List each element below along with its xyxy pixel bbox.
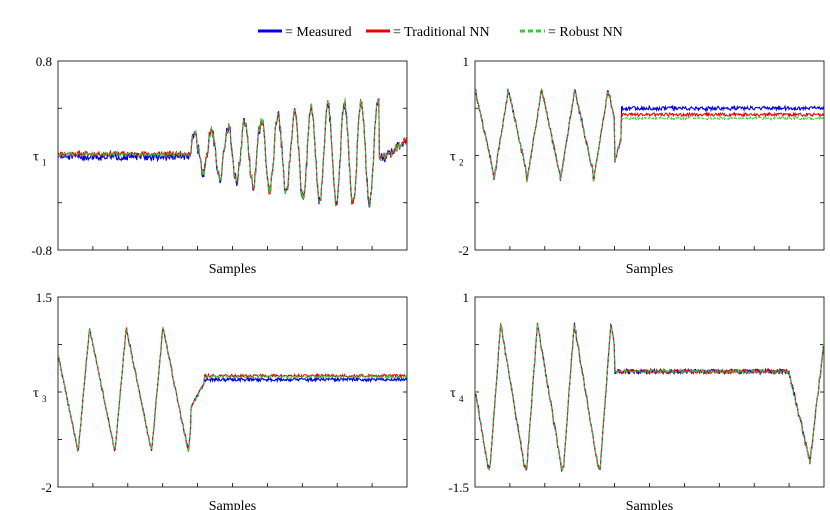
series-robust-line — [475, 323, 824, 471]
series-robust-line — [58, 327, 407, 453]
series-measured-line — [58, 326, 407, 452]
y-tick-label-top: 1 — [463, 54, 470, 69]
axes-frame — [57, 296, 408, 488]
y-axis-label-subscript: 2 — [459, 158, 464, 168]
x-axis-label: Samples — [209, 499, 256, 510]
y-tick-label-bottom: -2 — [41, 480, 52, 495]
y-axis-label-subscript: 4 — [459, 394, 464, 404]
series-measured-line — [475, 88, 824, 182]
subplot-4: 1 -1.5 τ 4 Samples — [448, 290, 825, 510]
y-axis-label: τ — [33, 386, 39, 401]
y-tick-label-top: 1 — [463, 290, 470, 305]
y-axis-label-subscript: 1 — [42, 158, 47, 168]
legend-robust-label: = Robust NN — [548, 25, 623, 40]
y-tick-label-top: 1.5 — [36, 290, 52, 305]
legend-measured-label: = Measured — [285, 25, 352, 40]
x-axis-label: Samples — [626, 262, 673, 277]
axes-frame — [474, 60, 825, 251]
y-axis-label: τ — [33, 150, 39, 165]
subplot-3: 1.5 -2 τ 3 Samples — [33, 290, 408, 510]
y-tick-label-bottom: -0.8 — [31, 243, 52, 258]
legend: = Measured = Traditional NN = Robust NN — [258, 25, 623, 40]
series-traditional-line — [58, 327, 407, 452]
subplot-2: 1 -2 τ 2 Samples — [450, 54, 825, 277]
series-robust-line — [475, 88, 824, 183]
series-robust-line — [58, 97, 407, 208]
series-traditional-line — [475, 88, 824, 183]
y-tick-label-bottom: -2 — [458, 243, 469, 258]
y-axis-label: τ — [450, 386, 456, 401]
series-measured-line — [475, 322, 824, 472]
x-axis-label: Samples — [626, 499, 673, 510]
subplot-1: 0.8 -0.8 τ 1 Samples — [31, 54, 408, 277]
legend-traditional-label: = Traditional NN — [393, 25, 490, 40]
series-traditional-line — [475, 322, 824, 472]
y-tick-label-bottom: -1.5 — [448, 480, 469, 495]
y-axis-label-subscript: 3 — [42, 394, 47, 404]
x-axis-label: Samples — [209, 262, 256, 277]
y-tick-label-top: 0.8 — [36, 54, 52, 69]
y-axis-label: τ — [450, 150, 456, 165]
